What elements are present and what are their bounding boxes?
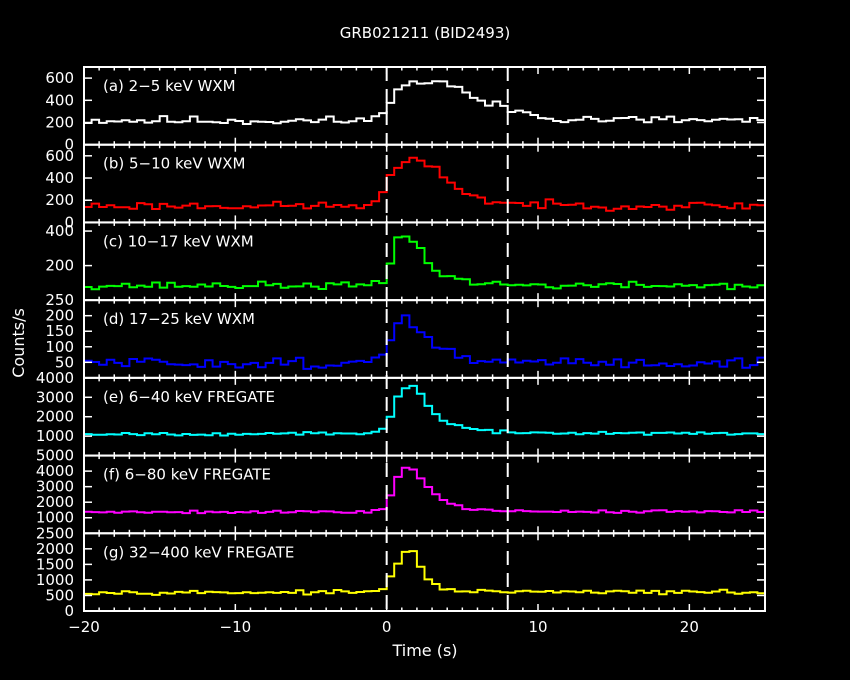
y-tick-label: 3000 [36, 388, 74, 406]
y-tick-label: 50 [55, 353, 74, 371]
panel-label-3: (c) 10−17 keV WXM [103, 232, 254, 250]
light-curve-6 [84, 466, 765, 515]
y-tick-label: 2000 [36, 408, 74, 426]
panel-label-7: (g) 32−400 keV FREGATE [103, 543, 294, 561]
panel-label-1: (a) 2−5 keV WXM [103, 77, 236, 95]
light-curve-5 [84, 384, 765, 437]
y-tick-label: 200 [45, 191, 74, 209]
light-curve-4 [84, 314, 765, 370]
x-tick-label: 0 [382, 618, 392, 636]
y-tick-label: 4000 [36, 369, 74, 387]
panel-label-6: (f) 6−80 keV FREGATE [103, 466, 271, 484]
y-tick-label: 600 [45, 147, 74, 165]
y-tick-label: 4000 [36, 462, 74, 480]
x-tick-label: −10 [220, 618, 252, 636]
y-tick-label: 100 [45, 338, 74, 356]
y-tick-label: 0 [64, 602, 74, 620]
light-curve-2 [84, 156, 765, 212]
panel-label-5: (e) 6−40 keV FREGATE [103, 388, 275, 406]
panel-label-2: (b) 5−10 keV WXM [103, 155, 245, 173]
y-tick-label: 2500 [36, 524, 74, 542]
x-axis-label: Time (s) [391, 641, 457, 660]
x-tick-label: −20 [68, 618, 100, 636]
light-curve-7 [84, 550, 765, 596]
y-tick-label: 200 [45, 307, 74, 325]
y-tick-label: 400 [45, 222, 74, 240]
y-tick-label: 1000 [36, 509, 74, 527]
y-tick-label: 0 [64, 136, 74, 154]
x-tick-label: 10 [528, 618, 547, 636]
light-curve-1 [84, 80, 765, 125]
y-tick-label: 400 [45, 91, 74, 109]
panel-frame-7 [83, 532, 766, 612]
y-tick-label: 2000 [36, 493, 74, 511]
y-tick-label: 1500 [36, 555, 74, 573]
y-tick-label: 1000 [36, 571, 74, 589]
y-axis-label: Counts/s [9, 308, 28, 378]
y-tick-label: 5000 [36, 447, 74, 465]
y-tick-label: 200 [45, 114, 74, 132]
y-tick-label: 200 [45, 257, 74, 275]
y-tick-label: 0 [64, 213, 74, 231]
y-tick-label: 250 [45, 291, 74, 309]
y-tick-label: 150 [45, 322, 74, 340]
chart-title: GRB021211 (BID2493) [340, 24, 511, 42]
y-tick-label: 2000 [36, 540, 74, 558]
y-tick-label: 500 [45, 586, 74, 604]
panel-label-4: (d) 17−25 keV WXM [103, 310, 255, 328]
x-tick-label: 20 [680, 618, 699, 636]
light-curve-3 [84, 235, 765, 291]
y-tick-label: 600 [45, 69, 74, 87]
y-tick-label: 400 [45, 169, 74, 187]
y-tick-label: 1000 [36, 427, 74, 445]
y-tick-label: 3000 [36, 478, 74, 496]
